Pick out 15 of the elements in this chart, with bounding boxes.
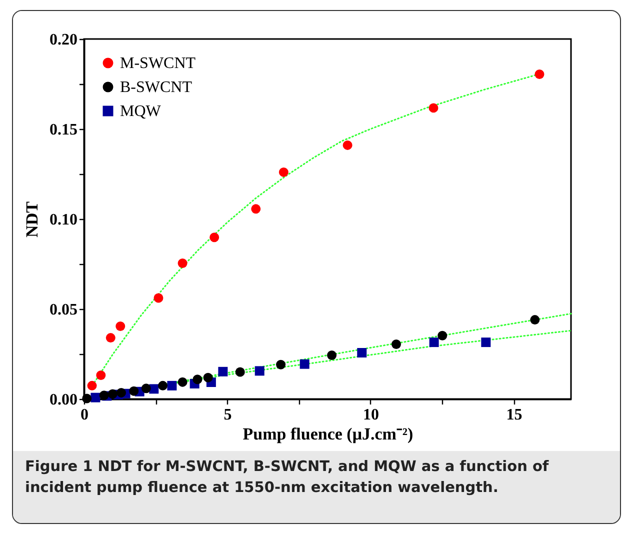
- x-axis-title: Pump fluence (μJ.cm⁻²): [242, 424, 414, 444]
- y-tick-label: 0.00: [50, 392, 78, 408]
- y-tick-label: 0.15: [50, 122, 78, 138]
- legend-label: B-SWCNT: [120, 79, 192, 96]
- x-tick-label: 0: [80, 406, 88, 424]
- legend-label: MQW: [120, 103, 162, 120]
- y-tick-label: 0.10: [50, 212, 78, 228]
- x-tick-label: 10: [362, 406, 379, 424]
- x-tick-label: 5: [224, 406, 232, 424]
- y-axis-title: NDT: [22, 200, 42, 238]
- caption: Figure 1 NDT for M-SWCNT, B-SWCNT, and MQW as a function of incident pump fluence at 1550-nm excitation wavelength.: [25, 458, 550, 498]
- y-tick-label: 0.05: [50, 302, 78, 318]
- x-tick-label: 15: [506, 406, 522, 424]
- legend-label: M-SWCNT: [120, 55, 196, 72]
- y-tick-label: 0.20: [50, 32, 78, 48]
